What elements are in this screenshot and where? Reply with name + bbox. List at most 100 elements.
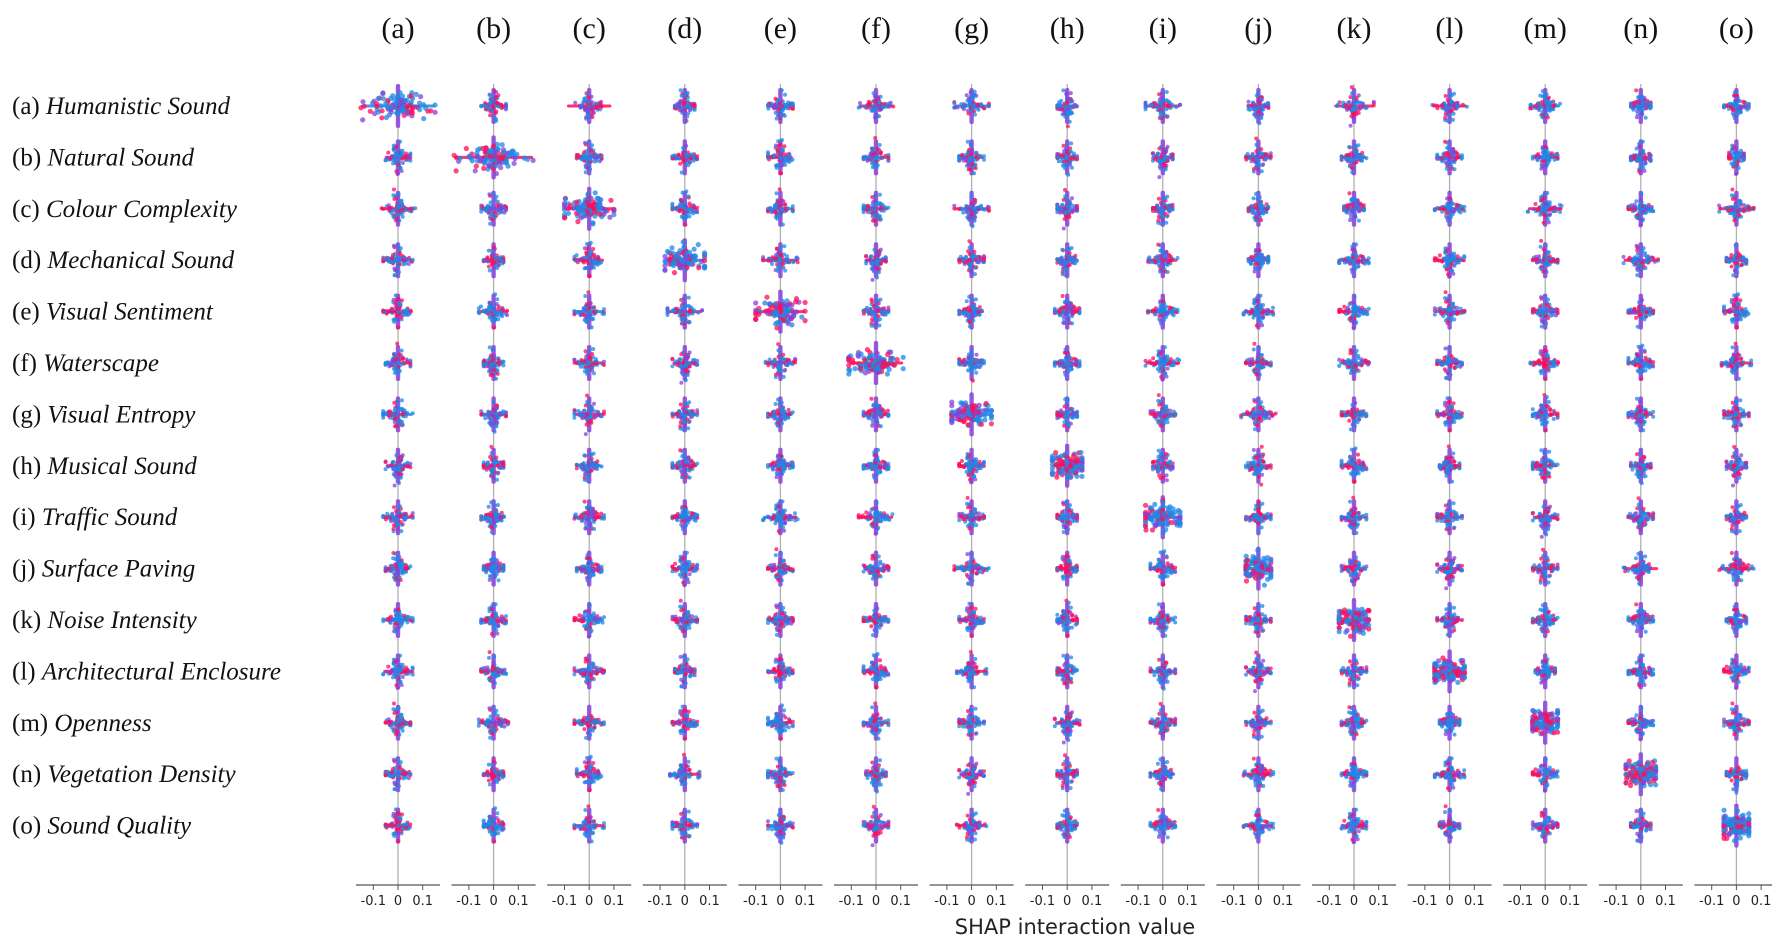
- shap-point: [1626, 257, 1631, 262]
- interaction-cell: [952, 88, 991, 124]
- shap-point: [1259, 147, 1264, 152]
- shap-point: [1538, 259, 1543, 264]
- shap-point: [1266, 100, 1270, 105]
- shap-point: [1456, 207, 1461, 212]
- shap-point: [1541, 220, 1546, 225]
- shap-point: [1549, 259, 1554, 264]
- shap-point: [680, 190, 685, 195]
- shap-point: [493, 292, 498, 297]
- shap-point: [596, 256, 601, 261]
- shap-point: [1259, 169, 1264, 174]
- shap-point: [501, 149, 507, 155]
- shap-point: [773, 110, 778, 115]
- shap-point: [583, 170, 588, 175]
- shap-point: [1164, 107, 1169, 112]
- shap-point: [417, 100, 423, 106]
- shap-point: [1548, 212, 1552, 217]
- shap-point: [858, 101, 862, 105]
- shap-point: [1265, 260, 1270, 265]
- shap-point: [1156, 196, 1161, 201]
- shap-point: [957, 158, 962, 163]
- shap-point: [400, 201, 404, 206]
- shap-point: [1057, 107, 1062, 112]
- shap-point: [1341, 100, 1346, 105]
- shap-point: [1350, 209, 1355, 214]
- row-label: (f) Waterscape: [12, 350, 159, 377]
- shap-point: [1634, 88, 1639, 93]
- shap-point: [1062, 108, 1067, 113]
- shap-point: [1361, 154, 1366, 159]
- shap-point: [779, 171, 783, 176]
- interaction-cell: [1143, 88, 1183, 124]
- shap-point: [878, 192, 882, 197]
- shap-point: [667, 256, 673, 262]
- shap-point: [1628, 155, 1633, 160]
- row-label-tag: (l): [12, 658, 42, 685]
- shap-point: [1732, 194, 1736, 198]
- shap-point: [584, 199, 591, 205]
- shap-point: [575, 219, 581, 225]
- shap-point: [1152, 101, 1157, 105]
- shap-point: [466, 153, 472, 159]
- shap-point: [1170, 157, 1175, 162]
- shap-point: [1448, 212, 1452, 216]
- shap-point: [1262, 208, 1266, 213]
- shap-point: [389, 211, 394, 216]
- shap-point: [1347, 257, 1352, 262]
- shap-point: [870, 165, 875, 170]
- shap-point: [498, 164, 504, 171]
- shap-point: [588, 152, 593, 157]
- shap-point: [1639, 192, 1644, 197]
- shap-point: [875, 253, 880, 258]
- shap-point: [1530, 156, 1535, 161]
- shap-point: [488, 200, 493, 205]
- shap-point: [1366, 261, 1371, 266]
- shap-point: [487, 153, 493, 159]
- interaction-cell: [1339, 139, 1369, 176]
- shap-point: [1162, 161, 1167, 166]
- shap-point: [1347, 153, 1352, 157]
- shap-point: [595, 101, 600, 106]
- shap-point: [1159, 101, 1164, 106]
- shap-point: [1540, 164, 1545, 169]
- shap-point: [1445, 145, 1450, 150]
- shap-point: [670, 201, 675, 206]
- shap-point: [1063, 187, 1067, 192]
- shap-point: [410, 257, 415, 262]
- shap-point: [1069, 104, 1074, 109]
- shap-point: [1631, 260, 1636, 265]
- column-label: (d): [667, 12, 702, 45]
- shap-point: [383, 100, 389, 107]
- shap-point: [1531, 207, 1536, 211]
- shap-point: [1361, 256, 1366, 261]
- interaction-cell: [572, 240, 605, 279]
- row-label-tag: (f): [12, 350, 43, 377]
- shap-point: [1061, 88, 1066, 93]
- shap-point: [525, 156, 531, 162]
- shap-point: [1067, 149, 1072, 154]
- shap-point: [766, 258, 771, 263]
- shap-point: [1733, 261, 1737, 266]
- shap-point: [1156, 214, 1161, 219]
- shap-point: [1537, 154, 1542, 159]
- shap-point: [463, 145, 469, 152]
- shap-point: [773, 256, 778, 261]
- shap-point: [869, 254, 874, 259]
- shap-point: [398, 154, 403, 159]
- shap-point: [677, 248, 683, 254]
- shap-point: [966, 216, 971, 221]
- shap-point: [387, 205, 392, 210]
- shap-point: [864, 258, 869, 263]
- row-label-tag: (n): [12, 761, 47, 788]
- shap-point: [432, 109, 438, 115]
- shap-point: [574, 156, 579, 161]
- shap-point: [1717, 203, 1722, 208]
- shap-point: [870, 277, 875, 282]
- shap-point: [973, 166, 978, 171]
- shap-point: [1055, 103, 1060, 108]
- shap-point: [486, 106, 491, 111]
- shap-point: [1159, 95, 1164, 100]
- shap-point: [681, 301, 686, 306]
- shap-point: [1640, 102, 1644, 107]
